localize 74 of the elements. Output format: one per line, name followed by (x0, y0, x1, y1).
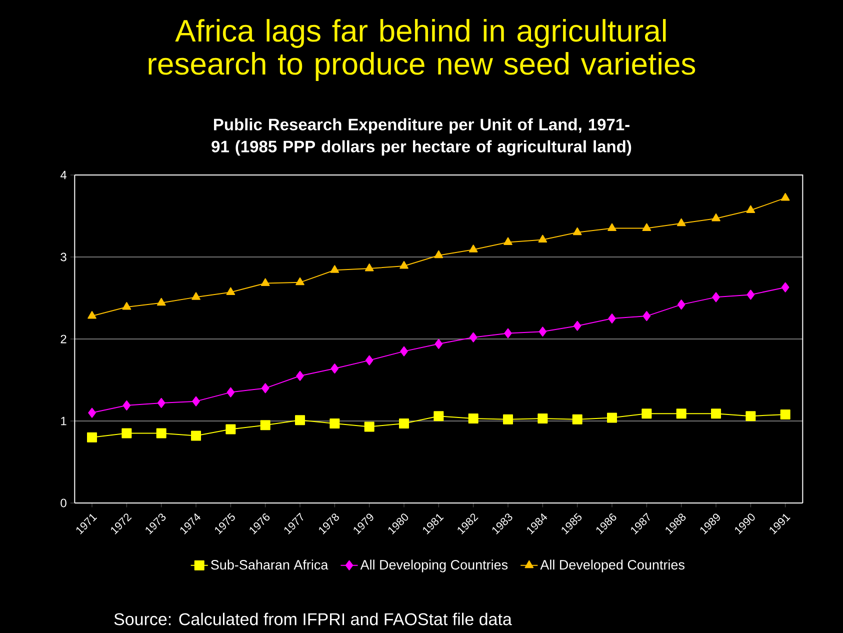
legend-label: All Developed Countries (540, 560, 684, 572)
point (676, 408, 686, 419)
y-tick-label: 1 (61, 416, 66, 426)
point (88, 408, 96, 418)
point (330, 364, 339, 374)
point (468, 244, 478, 252)
point (572, 227, 582, 236)
point (400, 346, 408, 356)
point (503, 414, 514, 424)
point (572, 414, 582, 424)
point (330, 265, 340, 273)
point (504, 237, 512, 245)
point (434, 411, 444, 422)
point (711, 408, 722, 419)
point (364, 263, 374, 272)
point (122, 302, 132, 310)
point (87, 432, 98, 442)
point (538, 414, 548, 424)
point (538, 326, 547, 337)
point (642, 408, 652, 419)
point (88, 311, 96, 319)
point (400, 261, 408, 269)
point (434, 250, 444, 258)
point (607, 412, 618, 423)
chart-title: Africa lags far behind in agricultural research to produce new seed varieties (148, 19, 696, 81)
point (260, 278, 270, 286)
point (365, 355, 374, 366)
point (712, 213, 720, 222)
point (226, 424, 236, 434)
point (330, 418, 340, 428)
point (468, 414, 478, 424)
point (608, 223, 616, 232)
point (434, 338, 443, 349)
point (261, 383, 270, 394)
y-tick-label: 4 (60, 170, 67, 180)
point (469, 332, 478, 342)
source-note: Source: Calculated from IFPRI and FAOStat file data (114, 612, 512, 626)
point (296, 277, 304, 286)
point (122, 400, 131, 410)
point (642, 311, 651, 322)
point (608, 314, 616, 324)
point (538, 234, 548, 243)
point (191, 430, 202, 441)
point (226, 387, 235, 398)
point (156, 298, 166, 306)
point (192, 396, 200, 406)
point (676, 218, 686, 226)
legend-label: All Developing Countries (360, 560, 508, 572)
point (780, 192, 790, 201)
point (504, 328, 512, 338)
y-tick-label: 0 (60, 498, 66, 508)
point (746, 411, 756, 422)
point (746, 290, 755, 300)
point (780, 409, 790, 420)
point (295, 415, 305, 426)
point (156, 428, 166, 438)
point (226, 287, 236, 296)
point (296, 370, 304, 381)
point (192, 292, 200, 300)
point (677, 300, 686, 310)
y-tick-label: 2 (60, 334, 66, 344)
point (781, 282, 790, 292)
point (122, 428, 132, 438)
point (260, 420, 270, 430)
point (712, 292, 720, 302)
point (573, 320, 582, 331)
point (642, 223, 652, 232)
point (746, 205, 756, 214)
y-tick-label: 3 (60, 252, 66, 262)
legend-label: Sub-Saharan Africa (211, 560, 328, 570)
point (364, 422, 374, 432)
point (399, 418, 410, 428)
point (157, 398, 166, 408)
chart-subtitle: Public Research Expenditure per Unit of Land, 1971-91 (1985 PPP dollars per hectare of agricultural land) (212, 118, 632, 156)
